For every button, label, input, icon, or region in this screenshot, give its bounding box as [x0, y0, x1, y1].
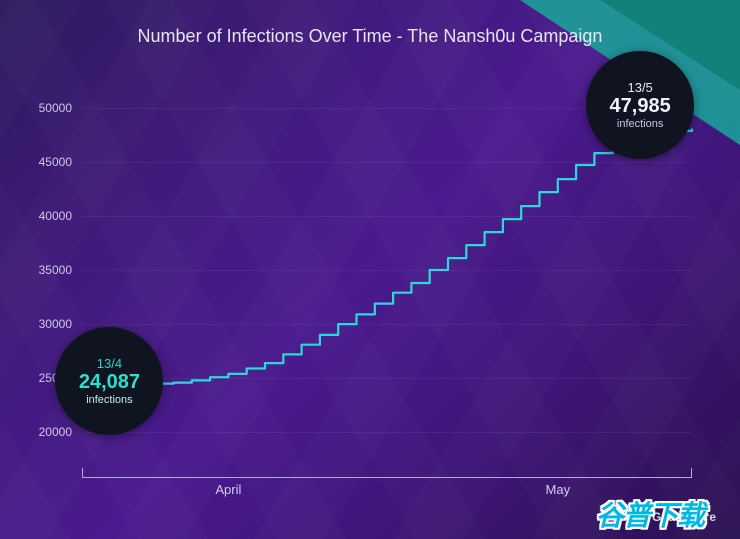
- callout-value: 24,087: [79, 371, 140, 394]
- callout-date: 13/5: [627, 80, 652, 95]
- x-tick-label: April: [215, 482, 241, 497]
- callout-sub: infections: [86, 394, 132, 406]
- y-tick-label: 50000: [0, 101, 72, 115]
- y-tick-label: 20000: [0, 425, 72, 439]
- y-tick-label: 45000: [0, 155, 72, 169]
- y-tick-label: 35000: [0, 263, 72, 277]
- callout-end: 13/547,985infections: [586, 51, 694, 159]
- callout-date: 13/4: [97, 356, 122, 371]
- x-tick-label: May: [546, 482, 571, 497]
- x-axis-frame: [82, 468, 692, 478]
- callout-value: 47,985: [610, 95, 671, 118]
- chinese-overlay-text: 谷普下载: [596, 494, 704, 534]
- y-tick-label: 40000: [0, 209, 72, 223]
- callout-sub: infections: [617, 118, 663, 130]
- y-tick-label: 30000: [0, 317, 72, 331]
- chart-title: Number of Infections Over Time - The Nan…: [0, 26, 740, 47]
